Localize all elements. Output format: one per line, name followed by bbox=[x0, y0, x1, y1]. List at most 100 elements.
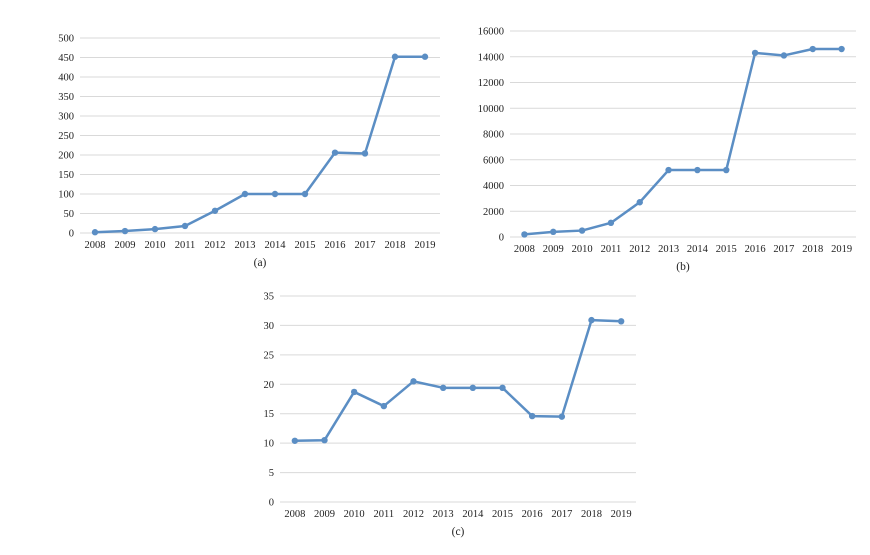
series-line bbox=[524, 47, 842, 236]
data-point bbox=[151, 225, 159, 233]
y-tick-label: 4000 bbox=[483, 181, 504, 192]
chart-caption: (b) bbox=[676, 261, 690, 273]
data-point bbox=[391, 53, 399, 60]
y-tick-label: 50 bbox=[64, 209, 75, 220]
y-tick-label: 250 bbox=[58, 131, 74, 142]
x-tick-label: 2017 bbox=[551, 509, 572, 520]
y-tick-label: 100 bbox=[58, 190, 74, 201]
x-tick-label: 2010 bbox=[145, 240, 166, 251]
y-tick-label: 15 bbox=[264, 409, 275, 420]
data-point bbox=[410, 378, 417, 385]
data-point bbox=[291, 437, 299, 444]
data-point bbox=[694, 166, 701, 174]
x-tick-label: 2012 bbox=[403, 509, 424, 520]
y-tick-label: 0 bbox=[269, 498, 274, 509]
data-point bbox=[578, 227, 586, 234]
x-tick-label: 2019 bbox=[611, 509, 632, 520]
x-tick-label: 2010 bbox=[572, 244, 593, 255]
x-tick-label: 2009 bbox=[543, 244, 564, 255]
x-tick-label: 2016 bbox=[745, 244, 766, 255]
y-tick-label: 200 bbox=[58, 151, 74, 162]
data-point bbox=[361, 150, 369, 157]
x-tick-label: 2016 bbox=[325, 240, 346, 251]
y-tick-label: 10 bbox=[264, 439, 275, 450]
x-tick-label: 2011 bbox=[374, 509, 395, 520]
data-point bbox=[439, 384, 447, 392]
y-tick-label: 12000 bbox=[478, 78, 504, 89]
y-tick-label: 30 bbox=[264, 321, 275, 332]
y-tick-label: 350 bbox=[58, 92, 74, 103]
data-point bbox=[558, 413, 566, 420]
data-point bbox=[528, 412, 536, 420]
data-point bbox=[617, 318, 625, 325]
data-point bbox=[588, 316, 595, 324]
x-tick-label: 2009 bbox=[115, 240, 136, 251]
data-point bbox=[636, 199, 643, 206]
chart-panel-c: 0 5 10 15 20 25 30 35 2008 2009 2010 2011 2012 2013 20… bbox=[240, 282, 640, 544]
x-tick-label: 2015 bbox=[492, 509, 513, 520]
x-tick-label: 2013 bbox=[658, 244, 679, 255]
y-tick-label: 8000 bbox=[483, 130, 504, 141]
chart-caption: (a) bbox=[254, 257, 267, 269]
y-tick-label: 150 bbox=[58, 170, 74, 181]
data-point bbox=[350, 388, 358, 396]
data-point bbox=[211, 207, 219, 214]
data-point bbox=[331, 149, 339, 156]
y-tick-label: 450 bbox=[58, 53, 74, 64]
data-point bbox=[521, 231, 528, 238]
y-tick-label: 500 bbox=[58, 34, 74, 45]
x-tick-label: 2018 bbox=[802, 244, 823, 255]
x-tick-label: 2019 bbox=[415, 240, 436, 251]
chart-caption: (c) bbox=[452, 526, 465, 538]
data-point bbox=[838, 45, 845, 53]
chart-panel-a: 0 50 100 150 200 250 300 350 400 450 500 2008 2009 20… bbox=[4, 4, 444, 276]
data-point bbox=[421, 53, 429, 60]
y-tick-label: 14000 bbox=[478, 52, 504, 63]
data-point bbox=[809, 45, 816, 53]
y-tick-label: 400 bbox=[58, 73, 74, 84]
y-tick-label: 35 bbox=[264, 292, 275, 303]
x-tick-label: 2013 bbox=[235, 240, 256, 251]
data-point bbox=[723, 166, 730, 174]
x-tick-label: 2014 bbox=[462, 509, 484, 520]
x-tick-label: 2012 bbox=[205, 240, 226, 251]
data-point bbox=[91, 229, 99, 236]
x-tick-label: 2012 bbox=[629, 244, 650, 255]
y-tick-label: 20 bbox=[264, 380, 275, 391]
data-point bbox=[271, 190, 279, 198]
x-tick-label: 2008 bbox=[514, 244, 535, 255]
data-point bbox=[181, 222, 189, 230]
x-tick-label: 2015 bbox=[716, 244, 737, 255]
x-tick-label: 2017 bbox=[773, 244, 794, 255]
data-point bbox=[121, 227, 129, 235]
data-point bbox=[301, 190, 309, 198]
y-tick-label: 300 bbox=[58, 112, 74, 123]
y-tick-label: 0 bbox=[499, 233, 504, 244]
chart-b: 0 2000 4000 6000 8000 10000 12000 14000 16000 200… bbox=[478, 27, 856, 273]
x-tick-label: 2010 bbox=[344, 509, 365, 520]
y-tick-label: 16000 bbox=[478, 27, 504, 38]
data-point bbox=[607, 219, 615, 227]
x-tick-label: 2016 bbox=[522, 509, 543, 520]
x-tick-label: 2008 bbox=[85, 240, 106, 251]
y-tick-label: 6000 bbox=[483, 155, 504, 166]
x-tick-label: 2015 bbox=[295, 240, 316, 251]
data-point bbox=[665, 166, 672, 174]
chart-a: 0 50 100 150 200 250 300 350 400 450 500 2008 2009 20… bbox=[58, 34, 440, 269]
y-tick-label: 25 bbox=[264, 350, 275, 361]
data-point bbox=[751, 49, 759, 57]
x-tick-label: 2013 bbox=[433, 509, 454, 520]
series-line bbox=[94, 55, 425, 234]
data-point bbox=[380, 402, 388, 410]
x-tick-label: 2009 bbox=[314, 509, 335, 520]
data-point bbox=[780, 52, 788, 59]
y-tick-label: 2000 bbox=[483, 207, 504, 218]
data-point bbox=[499, 384, 506, 392]
y-tick-label: 0 bbox=[69, 229, 74, 240]
data-point bbox=[469, 384, 477, 392]
x-tick-label: 2018 bbox=[385, 240, 406, 251]
x-tick-label: 2011 bbox=[175, 240, 196, 251]
x-tick-label: 2017 bbox=[355, 240, 376, 251]
x-tick-label: 2018 bbox=[581, 509, 602, 520]
y-tick-label: 5 bbox=[269, 468, 274, 479]
